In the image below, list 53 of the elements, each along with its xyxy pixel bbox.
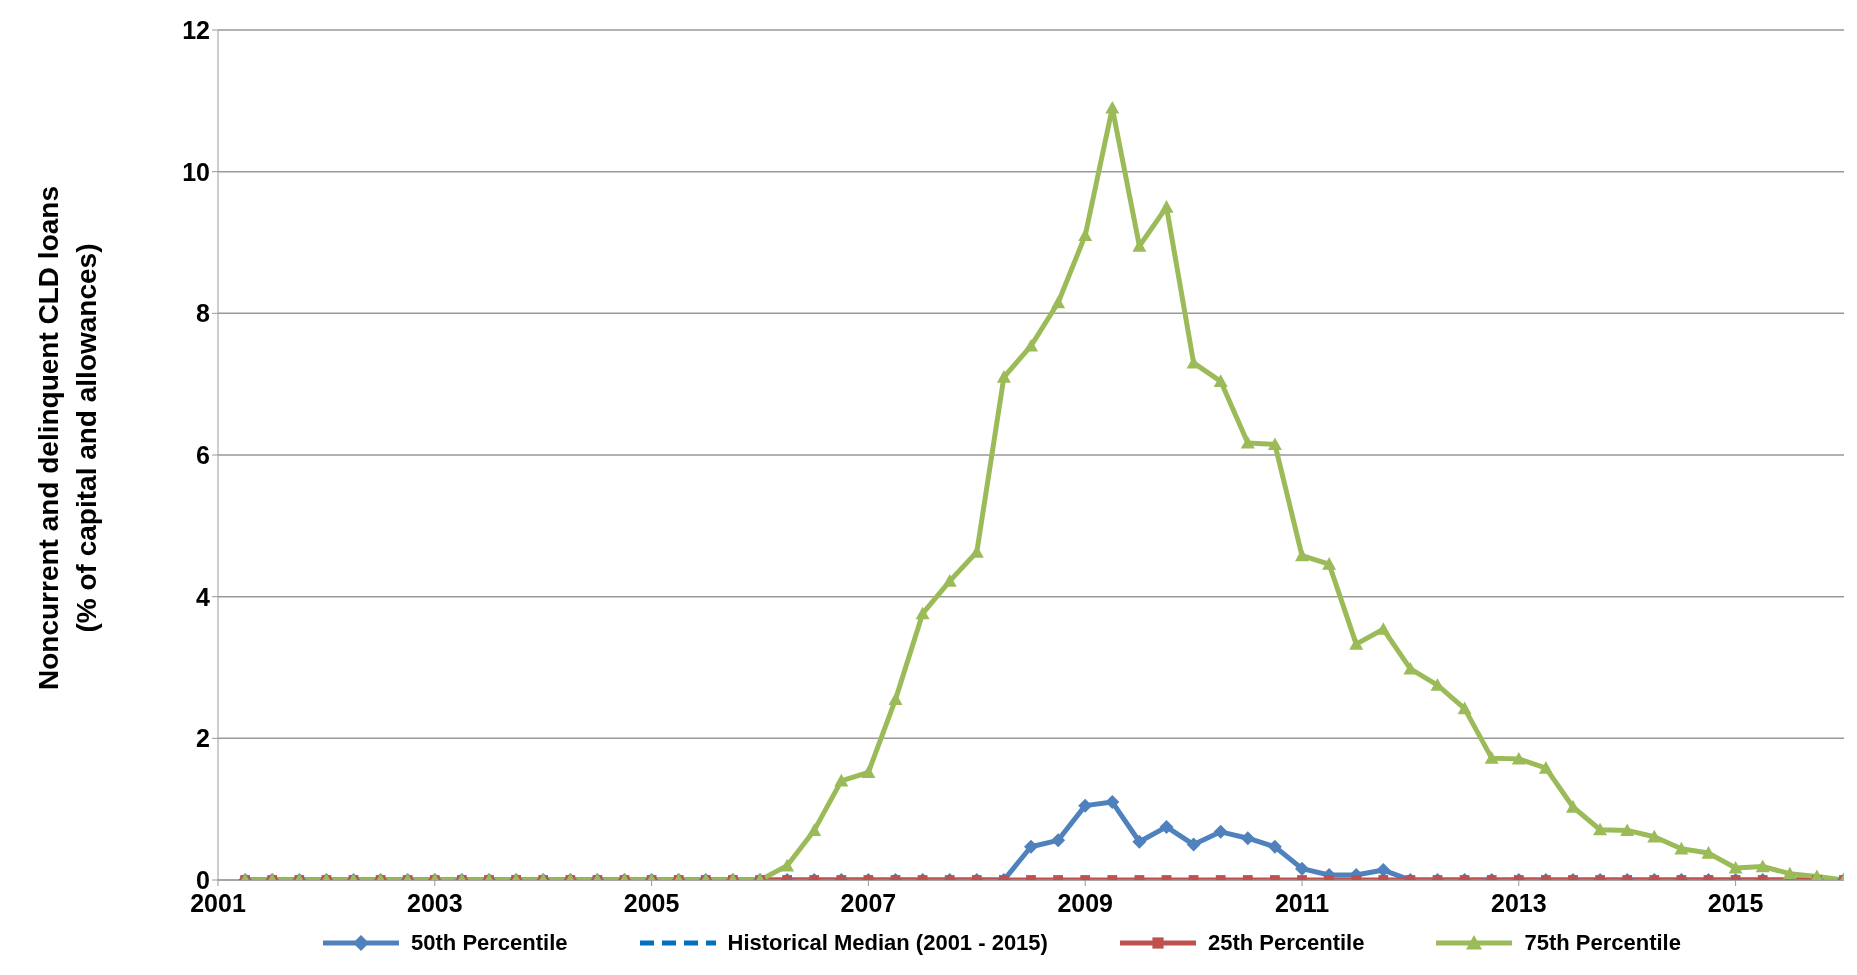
point: [1674, 841, 1689, 855]
legend-label: 25th Percentile: [1207, 930, 1365, 956]
point: [996, 370, 1011, 383]
y-tick-label: 2: [196, 724, 210, 753]
point: [1295, 548, 1309, 562]
point: [1647, 829, 1662, 843]
x-tick-label: 2005: [623, 888, 680, 917]
y-tick-label: 4: [196, 582, 211, 611]
x-tick-label: 2015: [1707, 888, 1764, 917]
point: [1809, 869, 1824, 880]
point: [1511, 751, 1526, 765]
point: [1159, 819, 1174, 834]
x-tick-label: 2013: [1490, 888, 1547, 917]
point: [1024, 338, 1038, 352]
point: [1701, 846, 1716, 859]
point: [1376, 622, 1391, 635]
point: [1484, 751, 1499, 764]
point: [861, 765, 876, 778]
x-tick-label: 2009: [1057, 888, 1114, 917]
point: [1620, 823, 1635, 837]
point: [1593, 822, 1608, 836]
point: [1349, 637, 1364, 650]
legend-label: 75th Percentile: [1524, 930, 1681, 956]
y-tick-label: 10: [182, 157, 210, 186]
point: [1051, 295, 1066, 309]
y-tick-label: 6: [196, 440, 210, 469]
legend-label: Historical Median (2001 - 2015): [727, 930, 1048, 956]
point: [1755, 859, 1770, 873]
point: [780, 858, 795, 872]
point: [1159, 200, 1174, 213]
point: [1457, 701, 1472, 715]
point: [888, 692, 903, 705]
point: [942, 574, 957, 587]
point: [1240, 435, 1255, 449]
point: [1213, 374, 1228, 387]
point: [1566, 800, 1580, 813]
x-tick-label: 2007: [840, 888, 897, 917]
point: [1105, 100, 1120, 114]
x-tick-label: 2003: [406, 888, 463, 917]
point: [915, 606, 930, 620]
point: [1403, 661, 1418, 675]
point: [1728, 860, 1743, 874]
point: [1322, 557, 1337, 570]
point: [1267, 437, 1282, 450]
point: [1782, 866, 1797, 880]
point: [1538, 761, 1553, 774]
y-axis-title: Noncurrent and delinquent CLD loans (% of capital and allowances): [32, 185, 103, 691]
x-tick-label: 2011: [1274, 888, 1330, 917]
point: [834, 773, 849, 787]
y-tick-label: 8: [196, 299, 211, 328]
y-tick-label: 12: [182, 15, 210, 44]
legend-label: 50th Percentile: [411, 930, 568, 956]
point: [807, 823, 822, 837]
